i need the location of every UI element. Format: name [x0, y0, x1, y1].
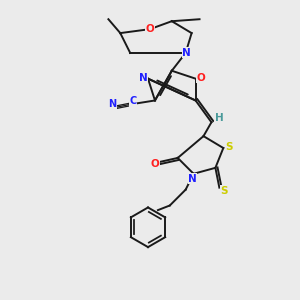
- Text: C: C: [130, 97, 137, 106]
- Text: S: S: [226, 142, 233, 152]
- Text: H: H: [215, 113, 224, 123]
- Text: N: N: [139, 73, 147, 83]
- Text: S: S: [220, 186, 228, 196]
- Text: N: N: [108, 99, 116, 110]
- Text: N: N: [182, 48, 191, 58]
- Text: O: O: [196, 73, 205, 83]
- Text: O: O: [151, 159, 159, 169]
- Text: O: O: [146, 24, 154, 34]
- Text: N: N: [188, 174, 197, 184]
